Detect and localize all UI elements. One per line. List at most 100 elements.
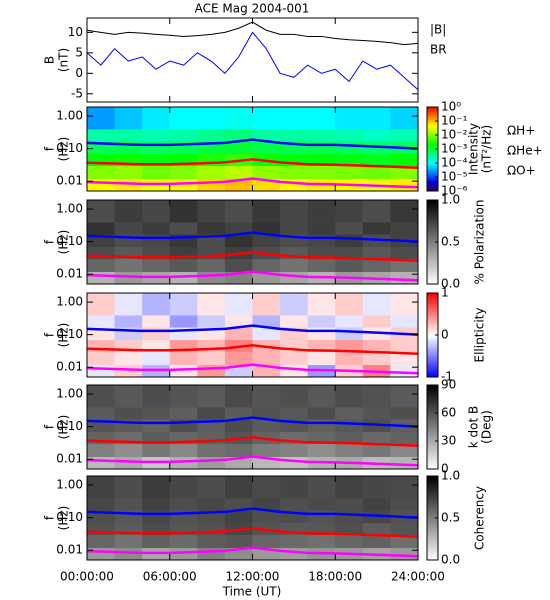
heatmap-cell: [307, 498, 336, 511]
colorbar-swatch: [427, 410, 438, 413]
colorbar-swatch: [427, 155, 438, 158]
colorbar-swatch: [427, 246, 438, 249]
y-axis-label: f: [43, 515, 57, 520]
heatmap-cell: [335, 385, 364, 408]
heatmap-cell: [197, 364, 226, 378]
heatmap-cell: [390, 293, 419, 316]
colorbar-swatch: [427, 180, 438, 184]
heatmap-cell: [87, 364, 115, 378]
colorbar-swatch: [427, 297, 438, 300]
y-tick-label: 0.10: [56, 327, 83, 341]
heatmap-cell: [114, 271, 143, 285]
heatmap-cell: [224, 234, 253, 248]
y-axis-label: f: [43, 424, 57, 429]
colorbar-tick-label: 10⁻⁵: [441, 170, 468, 184]
colorbar-swatch: [427, 515, 438, 519]
heatmap-cell: [197, 385, 226, 408]
heatmap-cell: [362, 385, 391, 408]
colorbar-swatch: [427, 273, 438, 277]
heatmap-cell: [87, 443, 115, 458]
heatmap-cell: [142, 443, 171, 458]
colorbar-swatch: [427, 395, 438, 399]
heatmap-cell: [362, 431, 391, 445]
heatmap-cell: [169, 107, 198, 130]
colorbar-swatch: [427, 478, 438, 481]
heatmap-cell: [280, 351, 309, 366]
colorbar-swatch: [427, 505, 438, 508]
heatmap-cell: [280, 407, 309, 420]
heatmap-cell: [335, 339, 364, 353]
colorbar-swatch: [427, 460, 438, 464]
heatmap-cell: [87, 271, 115, 285]
heatmap-cell: [252, 385, 281, 408]
heatmap-cell: [197, 129, 226, 142]
heatmap-cell: [142, 222, 171, 235]
heatmap-cell: [335, 510, 364, 524]
colorbar-swatch: [427, 117, 438, 121]
colorbar-swatch: [427, 435, 438, 438]
colorbar-swatch: [427, 427, 438, 430]
heatmap-cell: [335, 534, 364, 549]
heatmap-cell: [224, 351, 253, 366]
heatmap-cell: [87, 222, 115, 235]
colorbar-tick-label: 60: [441, 406, 456, 420]
colorbar-tick-label: 0.0: [441, 553, 460, 567]
heatmap-cell: [335, 258, 364, 273]
heatmap-cell: [252, 407, 281, 420]
heatmap-cell: [197, 476, 226, 499]
heatmap-cell: [87, 547, 115, 561]
colorbar-swatch: [427, 450, 438, 453]
legend-label: ΩH+: [507, 124, 535, 138]
heatmap-cell: [169, 547, 198, 561]
heatmap-cell: [390, 271, 419, 285]
colorbar-swatch: [427, 429, 438, 432]
colorbar-swatch: [427, 151, 438, 154]
heatmap-cell: [114, 258, 143, 273]
heatmap-cell: [224, 407, 253, 420]
colorbar-tick-label: 1.0: [441, 469, 460, 483]
colorbar-swatch: [427, 307, 438, 311]
heatmap-cell: [280, 498, 309, 511]
heatmap-cell: [169, 407, 198, 420]
heatmap-cell: [362, 351, 391, 366]
heatmap-cell: [335, 443, 364, 458]
heatmap-cell: [280, 385, 309, 408]
heatmap-cell: [224, 327, 253, 341]
colorbar-swatch: [427, 281, 438, 285]
colorbar-swatch: [427, 499, 438, 502]
colorbar-swatch: [427, 347, 438, 351]
heatmap-cell: [169, 222, 198, 235]
heatmap-cell: [142, 476, 171, 499]
colorbar-swatch: [427, 227, 438, 230]
colorbar-label: (nT²/Hz): [480, 125, 494, 173]
heatmap-cell: [142, 498, 171, 511]
heatmap-cell: [390, 129, 419, 142]
colorbar-swatch: [427, 314, 438, 317]
colorbar-swatch: [427, 547, 438, 550]
y-tick-label: 1.00: [56, 387, 83, 401]
heatmap-cell: [114, 534, 143, 549]
heatmap-cell: [252, 315, 281, 328]
heatmap-cell: [197, 498, 226, 511]
colorbar-swatch: [427, 335, 438, 338]
heatmap-cell: [142, 385, 171, 408]
colorbar-swatch: [427, 178, 438, 181]
heatmap-cell: [280, 456, 309, 470]
colorbar-swatch: [427, 267, 438, 270]
colorbar-swatch: [427, 389, 438, 392]
colorbar-tick-label: 1.0: [441, 193, 460, 207]
colorbar-swatch: [427, 530, 438, 534]
colorbar-swatch: [427, 437, 438, 441]
colorbar-swatch: [427, 214, 438, 218]
heatmap-cell: [142, 315, 171, 328]
heatmap-cell: [335, 498, 364, 511]
heatmap-cell: [307, 510, 336, 524]
colorbar-swatch: [427, 233, 438, 237]
colorbar-swatch: [427, 420, 438, 424]
y-tick-label: 0.10: [56, 141, 83, 155]
colorbar-swatch: [427, 492, 438, 496]
y-tick-label: 1.00: [56, 478, 83, 492]
colorbar-swatch: [427, 163, 438, 167]
colorbar-swatch: [427, 140, 438, 144]
heatmap-cell: [362, 339, 391, 353]
